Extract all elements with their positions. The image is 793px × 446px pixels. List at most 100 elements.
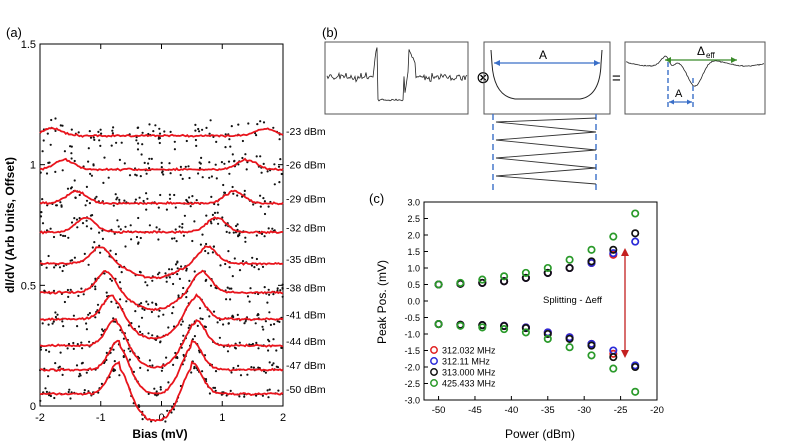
a-data-point [222, 323, 225, 326]
a-data-point [271, 364, 274, 367]
a-data-point [120, 141, 123, 144]
a-data-point [69, 187, 73, 190]
a-data-point [53, 396, 56, 400]
a-data-point [118, 374, 121, 377]
a-data-point [147, 392, 150, 395]
a-data-point [210, 195, 213, 198]
a-data-point [157, 315, 160, 318]
a-data-point [279, 289, 282, 292]
a-data-point [75, 364, 79, 367]
a-data-point [155, 390, 158, 393]
a-fit-line [39, 318, 284, 369]
b-label-a: A [539, 48, 547, 62]
a-data-point [172, 363, 175, 366]
a-data-point [255, 394, 258, 397]
a-data-point [266, 389, 269, 392]
a-data-point [228, 231, 231, 234]
a-data-point [109, 249, 112, 252]
a-data-point [228, 266, 231, 269]
a-data-point [211, 213, 214, 216]
a-data-point [113, 369, 117, 372]
c-point [609, 249, 618, 258]
a-series-label: -38 dBm [286, 283, 326, 295]
a-data-point [267, 349, 270, 352]
a-data-point [128, 174, 132, 177]
panel-label-c: (c) [369, 191, 384, 206]
a-data-point [94, 288, 97, 291]
a-data-point [59, 124, 62, 127]
a-data-point [119, 298, 122, 301]
a-data-point [102, 329, 105, 333]
a-data-point [250, 366, 253, 369]
a-data-point [70, 221, 74, 224]
a-data-point [208, 176, 211, 179]
a-data-point [147, 132, 150, 136]
a-data-point [145, 172, 148, 175]
a-data-point [205, 242, 208, 246]
a-data-point [266, 170, 269, 173]
a-data-point [276, 287, 279, 290]
a-data-point [85, 185, 88, 188]
a-data-point [275, 349, 278, 352]
a-data-point [211, 251, 214, 254]
a-series-label: -44 dBm [286, 336, 326, 348]
a-data-point [281, 283, 284, 286]
a-data-point [227, 322, 230, 325]
a-data-point [224, 146, 227, 149]
c-point [565, 334, 574, 343]
a-data-point [67, 342, 71, 346]
a-data-point [209, 119, 212, 122]
a-data-point [138, 196, 141, 199]
a-data-point [174, 263, 178, 266]
a-data-point [236, 194, 239, 197]
a-xtick-label: 1 [219, 412, 225, 424]
a-data-point [237, 123, 240, 126]
b-noisy-spectrum [326, 47, 468, 102]
a-data-point [117, 225, 120, 228]
a-data-point [225, 298, 228, 301]
a-data-point [281, 287, 284, 290]
a-data-point [70, 145, 73, 148]
a-data-point [69, 145, 72, 148]
a-data-point [272, 362, 275, 365]
a-data-point [193, 335, 196, 338]
a-data-point [257, 347, 260, 350]
a-data-point [53, 266, 56, 269]
a-data-point [229, 389, 232, 392]
a-data-point [218, 336, 221, 339]
a-data-point [152, 130, 155, 133]
a-data-point [54, 129, 57, 132]
a-data-point [176, 267, 179, 270]
a-data-point [241, 139, 244, 143]
a-series-label: -50 dBm [286, 384, 326, 396]
a-data-point [188, 324, 191, 327]
a-data-point [39, 260, 42, 263]
a-data-point [150, 310, 153, 314]
a-data-point [83, 389, 86, 392]
a-data-point [128, 358, 131, 361]
a-data-point [182, 286, 185, 290]
c-point [565, 263, 574, 273]
a-data-point [150, 157, 153, 160]
a-series-label: -26 dBm [286, 160, 326, 172]
a-data-point [85, 371, 88, 374]
a-data-point [103, 272, 106, 275]
a-data-point [254, 322, 257, 325]
a-data-point [62, 325, 65, 328]
b-distribution-curve [490, 49, 603, 100]
a-fit-line [39, 127, 284, 138]
b-label-delta-sub: eff [706, 51, 716, 60]
a-data-point [111, 129, 114, 132]
a-data-point [153, 387, 156, 390]
a-data-point [58, 266, 62, 269]
panel-c-ylabel: Peak Pos. (mV) [375, 260, 389, 344]
a-data-point [276, 366, 280, 369]
a-data-point [176, 356, 179, 359]
a-data-point [92, 163, 95, 166]
a-data-point [273, 229, 276, 232]
a-data-point [154, 124, 157, 127]
a-data-point [178, 277, 181, 280]
a-data-point [176, 273, 179, 276]
a-data-point [180, 323, 183, 326]
b-box-distribution [483, 41, 611, 115]
